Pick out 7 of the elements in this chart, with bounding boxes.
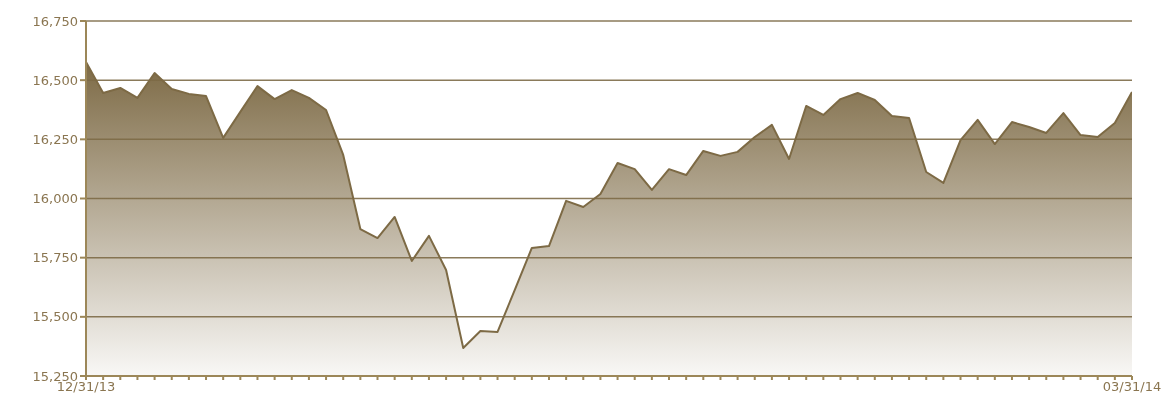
y-tick-label: 16,500 [32,72,78,88]
y-tick-label: 15,500 [32,309,78,325]
y-tick-label: 16,750 [32,13,78,29]
x-tick-label: 03/31/14 [1102,379,1162,395]
y-tick-label: 16,250 [32,131,78,147]
y-tick-label: 15,750 [32,250,78,266]
y-tick-label: 16,000 [32,191,78,207]
